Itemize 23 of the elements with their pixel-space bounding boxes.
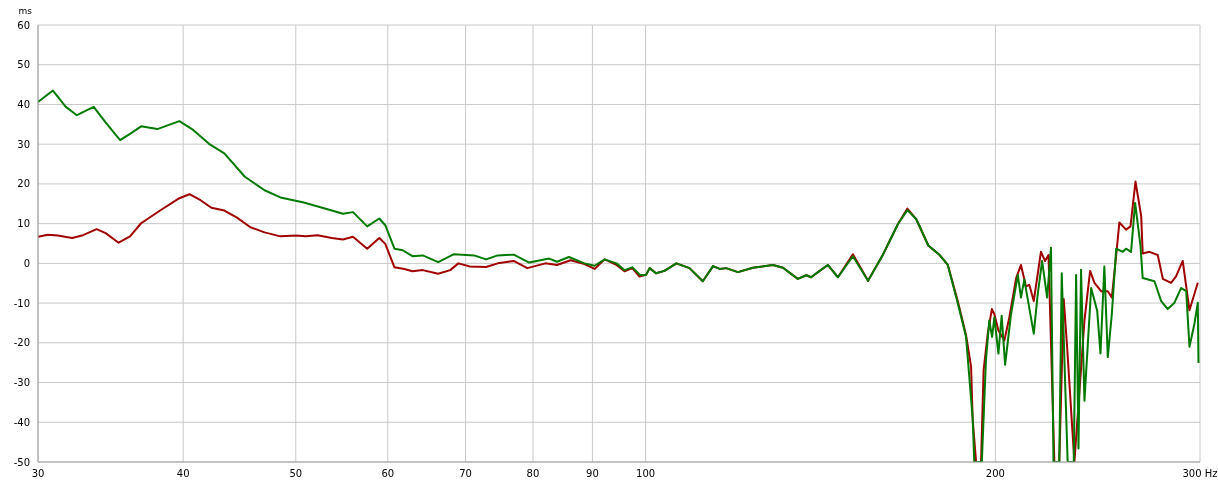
x-tick-label: 70: [459, 468, 472, 480]
y-tick-label: 10: [17, 218, 30, 230]
y-axis-title: ms: [18, 6, 33, 17]
y-tick-label: -30: [13, 377, 30, 389]
x-tick-label: 100: [636, 468, 656, 480]
x-tick-label: 30: [31, 468, 45, 480]
x-tick-label: 300 Hz: [1182, 468, 1218, 480]
x-tick-label: 90: [586, 468, 599, 480]
y-tick-label: 60: [17, 19, 30, 31]
y-tick-label: -50: [13, 456, 30, 468]
y-tick-label: 0: [23, 257, 30, 269]
y-tick-label: -20: [13, 337, 30, 349]
y-tick-label: -40: [13, 416, 30, 428]
x-tick-label: 40: [176, 468, 190, 480]
x-tick-label: 80: [526, 468, 540, 480]
x-tick-label: 60: [381, 468, 395, 480]
y-tick-label: -10: [13, 297, 30, 309]
x-tick-label: 50: [289, 468, 303, 480]
y-tick-label: 30: [17, 138, 30, 150]
x-tick-label: 200: [985, 468, 1005, 480]
y-tick-label: 20: [17, 178, 30, 190]
y-tick-label: 40: [17, 99, 30, 110]
y-tick-label: 50: [17, 59, 30, 71]
